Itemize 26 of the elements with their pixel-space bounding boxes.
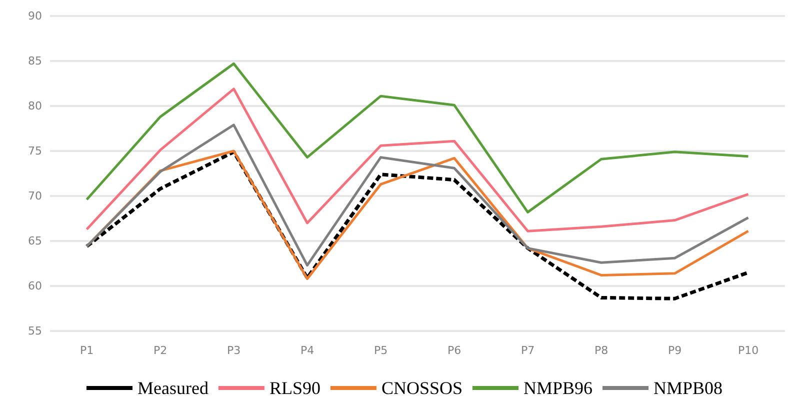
legend-label: Measured	[137, 378, 208, 398]
x-tick-label: P3	[226, 344, 241, 357]
x-tick-label: P7	[520, 344, 535, 357]
legend-label: CNOSSOS	[381, 378, 462, 398]
y-tick-label: 80	[28, 100, 42, 112]
line-series	[86, 88, 750, 232]
y-tick-label: 55	[28, 324, 42, 338]
y-tick-label: 60	[28, 280, 42, 292]
line-series	[86, 62, 750, 214]
y-tick-label: 85	[28, 54, 42, 68]
x-tick-label: P10	[738, 344, 759, 357]
y-tick-label: 75	[28, 144, 42, 158]
x-tick-label: P2	[153, 344, 168, 357]
x-tick-label: P1	[80, 344, 94, 357]
y-tick-label: 90	[28, 10, 42, 22]
y-tick-label: 70	[28, 190, 42, 202]
legend-label: NMPB96	[523, 378, 593, 398]
y-tick-label: 65	[28, 234, 42, 248]
x-tick-label: P4	[300, 344, 314, 357]
legend-label: NMPB08	[654, 378, 723, 398]
line-series	[86, 124, 750, 267]
x-tick-label: P9	[668, 344, 682, 357]
x-tick-label: P6	[447, 344, 462, 357]
x-tick-label: P5	[374, 344, 388, 357]
x-tick-label: P8	[594, 344, 608, 357]
legend-label: RLS90	[269, 378, 320, 398]
